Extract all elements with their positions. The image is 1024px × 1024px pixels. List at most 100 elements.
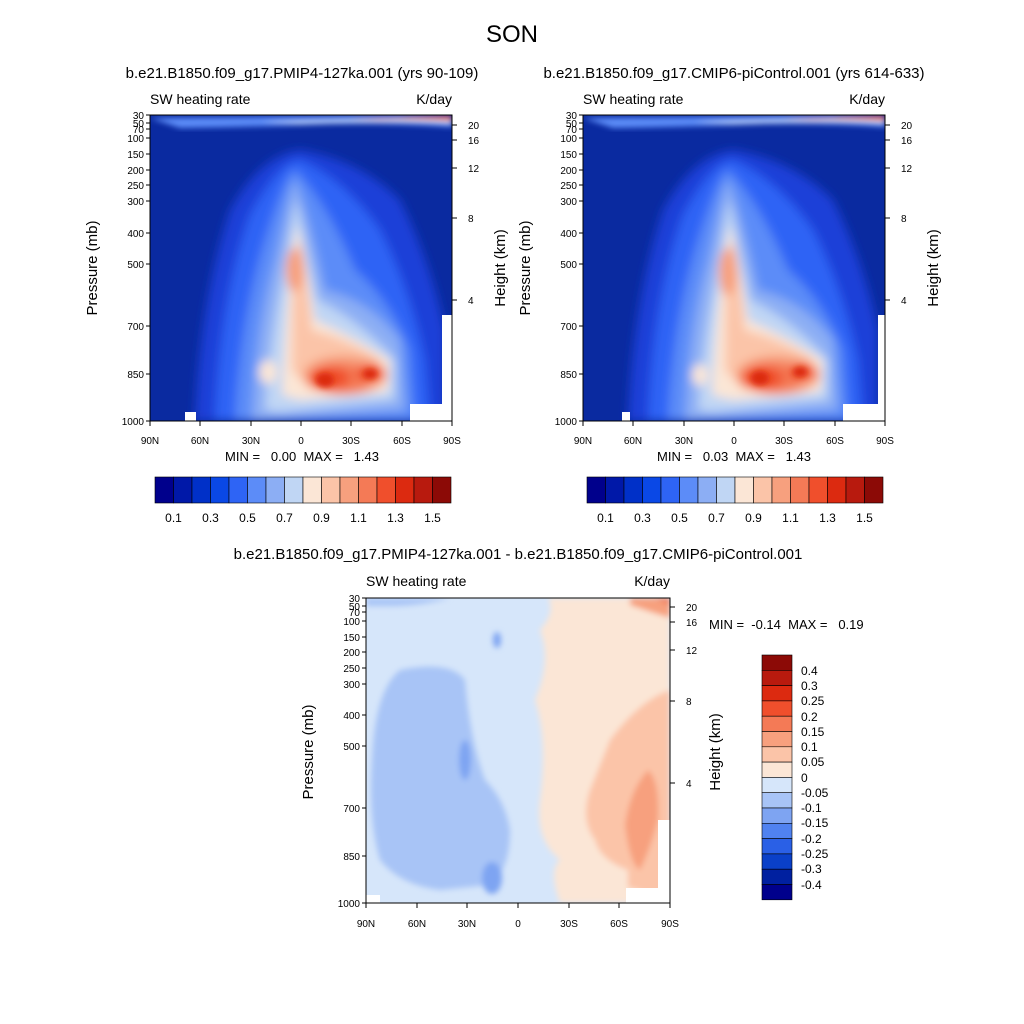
panel-a-xtick: 0 <box>298 436 304 447</box>
panel-a-colorbar-tick: 0.7 <box>276 511 293 525</box>
panel-b-xtick: 90N <box>574 436 592 447</box>
panel-b-ytick: 70 <box>566 125 578 136</box>
panel-c-colorbar-tick: 0.05 <box>801 755 825 769</box>
panel-a-y-axis: 30 50 70 100 150 200 250 300 400 500 700… <box>122 111 150 428</box>
panel-b-colorbar-swatch <box>697 476 717 504</box>
panel-c-colorbar-tick: 0.1 <box>801 740 818 754</box>
panel-c-min-max-label: MIN = -0.14 MAX = 0.19 <box>709 617 864 632</box>
panel-c-colorbar-tick: -0.25 <box>801 847 829 861</box>
panel-a-colorbar-swatch <box>321 476 341 504</box>
panel-b-y2tick: 4 <box>901 296 907 307</box>
panel-a-variable-label: SW heating rate <box>150 91 251 107</box>
panel-c-colorbar-tick: 0.3 <box>801 679 818 693</box>
panel-b-xtick: 60S <box>826 436 844 447</box>
panel-b-y2tick: 16 <box>901 136 913 147</box>
panel-c-colorbar-swatches <box>761 654 793 901</box>
panel-a-colorbar-swatch <box>154 476 174 504</box>
panel-c-colorbar-swatch <box>761 715 793 732</box>
panel-b-colorbar-swatch <box>586 476 606 504</box>
panel-b-colorbar-tick: 1.5 <box>856 511 873 525</box>
panel-b-colorbar-swatches <box>586 476 884 504</box>
panel-a-colorbar-swatch <box>191 476 211 504</box>
panel-a-colorbar: 0.1 0.3 0.5 0.7 0.9 1.1 1.3 1.5 <box>154 476 452 525</box>
panel-b-y2-axis: 20 16 12 8 4 <box>885 121 913 307</box>
panel-b-colorbar-tick: 0.7 <box>708 511 725 525</box>
panel-c-colorbar-tick: -0.4 <box>801 878 822 892</box>
panel-b-colorbar-tick: 0.9 <box>745 511 762 525</box>
panel-a-xtick: 60N <box>191 436 209 447</box>
panel-c-colorbar-swatch <box>761 838 793 855</box>
panel-c-colorbar-tick: -0.15 <box>801 816 829 830</box>
panel-a-colorbar-swatch <box>339 476 359 504</box>
panel-b-x-axis: 90N 60N 30N 0 30S 60S 90S <box>574 421 894 447</box>
panel-b-ytick: 50 <box>566 119 578 130</box>
panel-c-ytick: 300 <box>343 680 360 691</box>
panel-a-ytick: 500 <box>127 260 144 271</box>
panel-c-ytick: 700 <box>343 804 360 815</box>
panel-c-colorbar-swatch <box>761 777 793 794</box>
panel-a-y2tick: 8 <box>468 214 474 225</box>
panel-c-colorbar-tick: 0.2 <box>801 710 818 724</box>
panel-a-min-max-label: MIN = 0.00 MAX = 1.43 <box>225 449 379 464</box>
panel-b: b.e21.B1850.f09_g17.CMIP6-piControl.001 … <box>517 65 942 525</box>
panel-b-y-axis: 30 50 70 100 150 200 250 300 400 500 700… <box>555 111 583 428</box>
panel-a-ytick: 250 <box>127 181 144 192</box>
panel-c-colorbar-tick: 0.15 <box>801 725 825 739</box>
panel-c-colorbar-swatch <box>761 746 793 763</box>
panel-b-ytick: 250 <box>560 181 577 192</box>
panel-a-colorbar-tick: 1.1 <box>350 511 367 525</box>
panel-a-colorbar-swatch <box>210 476 230 504</box>
panel-c-ytick: 850 <box>343 852 360 863</box>
panel-c-x-axis: 90N 60N 30N 0 30S 60S 90S <box>357 903 679 930</box>
panel-b-colorbar-tick: 0.3 <box>634 511 651 525</box>
panel-a-colorbar-swatch <box>228 476 248 504</box>
panel-a-units-label: K/day <box>416 91 452 107</box>
panel-b-y2tick: 12 <box>901 164 913 175</box>
panel-a-y2tick: 20 <box>468 121 480 132</box>
panel-c-colorbar-swatch <box>761 792 793 809</box>
panel-a-ytick: 100 <box>127 134 144 145</box>
panel-a-ytick: 50 <box>133 119 145 130</box>
panel-c-colorbar-swatch <box>761 700 793 717</box>
panel-b-colorbar-swatch <box>808 476 828 504</box>
panel-a-ytick: 300 <box>127 197 144 208</box>
panel-b-min-max-label: MIN = 0.03 MAX = 1.43 <box>657 449 811 464</box>
panel-c-colorbar-swatch <box>761 669 793 686</box>
panel-c-ytick: 30 <box>349 594 361 605</box>
panel-b-ytick: 300 <box>560 197 577 208</box>
panel-a-colorbar-swatch <box>413 476 433 504</box>
panel-a-y2-axis-title: Height (km) <box>492 229 509 307</box>
panel-b-ytick: 850 <box>560 370 577 381</box>
panel-b-colorbar-tick: 0.1 <box>597 511 614 525</box>
panel-c-variable-label: SW heating rate <box>366 573 467 589</box>
panel-a-ytick: 70 <box>133 125 145 136</box>
panel-a-xtick: 30N <box>242 436 260 447</box>
panel-b-ytick: 30 <box>566 111 578 122</box>
panel-a-colorbar-tick: 0.3 <box>202 511 219 525</box>
panel-b-colorbar-swatch <box>827 476 847 504</box>
panel-c-colorbar-swatch <box>761 731 793 748</box>
panel-a-colorbar-swatch <box>247 476 267 504</box>
panel-c-colorbar-swatch <box>761 761 793 778</box>
panel-c-y-axis: 30 50 70 100 150 200 250 300 400 500 700… <box>338 594 366 910</box>
panel-c-xtick: 30N <box>458 919 476 930</box>
panel-a-colorbar-swatch <box>302 476 322 504</box>
panel-a-colorbar-swatch <box>173 476 193 504</box>
panel-c-colorbar-swatch <box>761 884 793 901</box>
panel-b-y2-axis-title: Height (km) <box>925 229 942 307</box>
panel-c-y2tick: 20 <box>686 603 698 614</box>
panel-c-colorbar-tick: -0.3 <box>801 862 822 876</box>
panel-a-xtick: 90N <box>141 436 159 447</box>
panel-b-ytick: 500 <box>560 260 577 271</box>
panel-c: b.e21.B1850.f09_g17.PMIP4-127ka.001 - b.… <box>234 546 864 930</box>
panel-a-title: b.e21.B1850.f09_g17.PMIP4-127ka.001 (yrs… <box>126 65 479 82</box>
panel-c-xtick: 90N <box>357 919 375 930</box>
panel-b-colorbar-tick: 0.5 <box>671 511 688 525</box>
panel-b-colorbar-swatch <box>642 476 662 504</box>
panel-b-colorbar: 0.1 0.3 0.5 0.7 0.9 1.1 1.3 1.5 <box>586 476 884 525</box>
panel-b-colorbar-swatch <box>605 476 625 504</box>
panel-a-colorbar-swatch <box>395 476 415 504</box>
panel-b-colorbar-swatch <box>716 476 736 504</box>
panel-a-ytick: 1000 <box>122 417 145 428</box>
